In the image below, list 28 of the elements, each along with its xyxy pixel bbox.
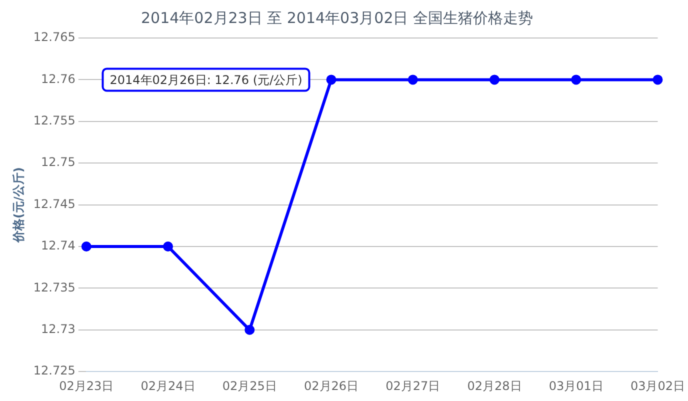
y-tick-label: 12.745	[33, 196, 76, 211]
x-tick-label: 02月25日	[222, 378, 277, 393]
y-tick-label: 12.76	[41, 72, 76, 86]
x-tick-label: 02月28日	[467, 378, 522, 393]
y-tick-label: 12.765	[33, 30, 76, 44]
x-tick-label: 03月02日	[630, 378, 686, 393]
x-tick-label: 03月01日	[548, 378, 604, 393]
point	[489, 74, 500, 85]
y-tick-label: 12.755	[33, 114, 76, 128]
y-tick-label: 12.725	[33, 364, 76, 378]
x-tick-label: 02月23日	[59, 378, 114, 393]
point	[571, 74, 582, 85]
y-tick-label: 12.75	[41, 155, 76, 170]
y-axis-title: 价格(元/公斤)	[11, 167, 26, 244]
x-tick-label: 02月24日	[140, 378, 196, 393]
annotation: 2014年02月26日: 12.76 (元/公斤)	[110, 72, 302, 87]
chart-title: 2014年02月23日 至 2014年03月02日 全国生猪价格走势	[141, 8, 533, 27]
x-tick-label: 02月26日	[304, 378, 359, 393]
point	[81, 242, 92, 252]
y-tick-label: 12.74	[41, 238, 76, 253]
point	[652, 74, 663, 85]
y-tick-label: 12.735	[33, 280, 76, 294]
point	[326, 74, 336, 85]
y-tick-label: 12.73	[41, 322, 76, 336]
point	[408, 74, 418, 85]
point	[163, 242, 174, 252]
x-tick-label: 02月27日	[386, 378, 440, 393]
point	[244, 324, 255, 335]
